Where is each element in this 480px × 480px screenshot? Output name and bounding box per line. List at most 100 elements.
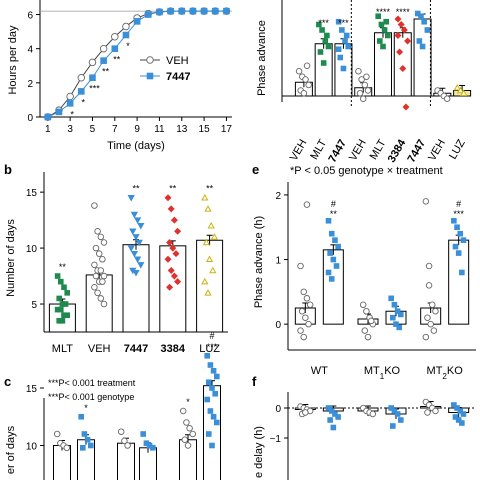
cat-2-point — [345, 43, 352, 50]
group-2-bar-1-point — [460, 411, 467, 417]
cat-0-point — [295, 67, 303, 75]
group-1-bar-1-point — [393, 321, 399, 327]
cat-1-point — [78, 413, 84, 420]
y-tick-label: 6 — [27, 11, 33, 22]
series-point-0 — [88, 58, 97, 67]
group-1-bar-0-point — [369, 410, 377, 418]
series-point-1 — [156, 8, 163, 16]
group-0-bar-1-point — [328, 230, 335, 237]
series-point-1 — [189, 7, 197, 15]
series-point-1 — [55, 108, 63, 116]
group-0-bar-1-point — [328, 276, 335, 282]
cat-2-point — [133, 256, 142, 264]
cat-0-point — [64, 312, 70, 319]
cat-6-point — [424, 27, 431, 33]
cat-2-point — [130, 211, 139, 219]
significance-label: ** — [330, 209, 338, 219]
cat-0-point — [56, 318, 62, 324]
y-axis-label: e delay (h) — [253, 426, 265, 478]
cat-5-point — [204, 353, 210, 359]
significance-label: **** — [376, 7, 391, 17]
y-tick-label: 10 — [26, 442, 38, 453]
cat-2-point — [133, 217, 142, 224]
group-0-bar-0-point — [302, 409, 309, 416]
group-2-bar-1-point — [455, 250, 462, 256]
y-axis-label: Number of days — [5, 219, 17, 297]
cat-3-point — [140, 431, 146, 437]
cat-3-point — [356, 89, 364, 97]
series-point-1 — [200, 7, 208, 15]
cat-1-point — [81, 431, 88, 437]
group-0-bar-0-point — [300, 333, 307, 341]
group-0-bar-1-point — [325, 405, 332, 411]
cat-0-point — [59, 318, 66, 324]
cat-2-point — [335, 46, 342, 53]
cat-3-point — [359, 95, 367, 102]
group-0-bar-1-point — [330, 424, 337, 431]
x-tick-label: 3 — [67, 124, 73, 135]
cat-4-point — [209, 266, 217, 274]
group-0-bar-1-point — [330, 256, 337, 263]
cat-1-point — [99, 256, 106, 263]
group-1-bar-0-point — [364, 333, 372, 341]
cat-1-point — [91, 202, 98, 209]
cat-3-point — [143, 440, 150, 446]
cat-4-point — [385, 32, 391, 39]
cat-5-point — [399, 64, 407, 73]
cat-5-point — [212, 390, 218, 397]
group-2-bar-0-point — [432, 407, 439, 415]
legend-label-1: 7447 — [166, 71, 190, 83]
significance-label: * — [186, 397, 190, 407]
group-1-bar-1-point — [388, 295, 394, 302]
x-tick-label: 5 — [90, 124, 96, 135]
cat-0-point — [303, 62, 311, 70]
cat-2-point — [127, 194, 135, 202]
group-1-bar-1-point — [388, 405, 394, 411]
cat-0-point — [58, 278, 64, 285]
group-1-bar-0-point — [359, 301, 367, 309]
x-tick-label: VEH — [426, 137, 448, 163]
group-1-bar-1-point — [394, 411, 401, 417]
cat-2-bar — [117, 442, 135, 480]
legend-marker-0 — [146, 56, 154, 64]
y-tick-label: −1 — [270, 434, 282, 445]
significance-label: *** — [453, 209, 464, 219]
cat-2-point — [135, 239, 143, 247]
series-point-1 — [122, 31, 130, 39]
x-tick-label: VEH — [347, 137, 369, 163]
cat-2-point — [137, 262, 145, 269]
cat-1-point — [95, 250, 103, 257]
cat-3-point — [166, 283, 174, 291]
cat-5-point — [209, 442, 215, 449]
cat-8-point — [453, 83, 461, 91]
cat-4-point — [380, 43, 386, 50]
cat-1-point — [91, 283, 98, 291]
significance-label: # — [331, 199, 336, 209]
series-point-1 — [44, 113, 52, 121]
series-point-0 — [99, 44, 108, 53]
cat-3-point — [170, 272, 178, 280]
group-1-bar-0-point — [363, 307, 370, 315]
cat-4-point — [202, 238, 211, 246]
group-2-bar-0-point — [430, 327, 438, 334]
group-2-bar-0-point — [424, 314, 431, 321]
cat-5-point — [396, 48, 404, 56]
x-tick-label: 7 — [112, 124, 118, 135]
cat-2-point — [337, 54, 344, 61]
significance-label: ** — [102, 67, 110, 77]
cat-1-point — [319, 27, 325, 33]
significance-label: *** — [89, 84, 100, 94]
series-point-0 — [66, 92, 74, 101]
panel-letter-e: e — [252, 162, 259, 177]
cat-6-point — [418, 13, 424, 20]
panel-letter-f: f — [252, 374, 257, 389]
y-tick-label: 10 — [26, 244, 38, 255]
cat-5-point — [207, 408, 214, 414]
cat-2-point — [340, 65, 347, 72]
group-0-bar-1-point — [325, 269, 332, 276]
group-0-bar-0-point — [300, 288, 307, 296]
cat-2-point — [132, 234, 140, 241]
x-tick-label: 17 — [221, 124, 233, 135]
cat-8-point — [456, 86, 465, 94]
cat-3-point — [166, 238, 174, 246]
